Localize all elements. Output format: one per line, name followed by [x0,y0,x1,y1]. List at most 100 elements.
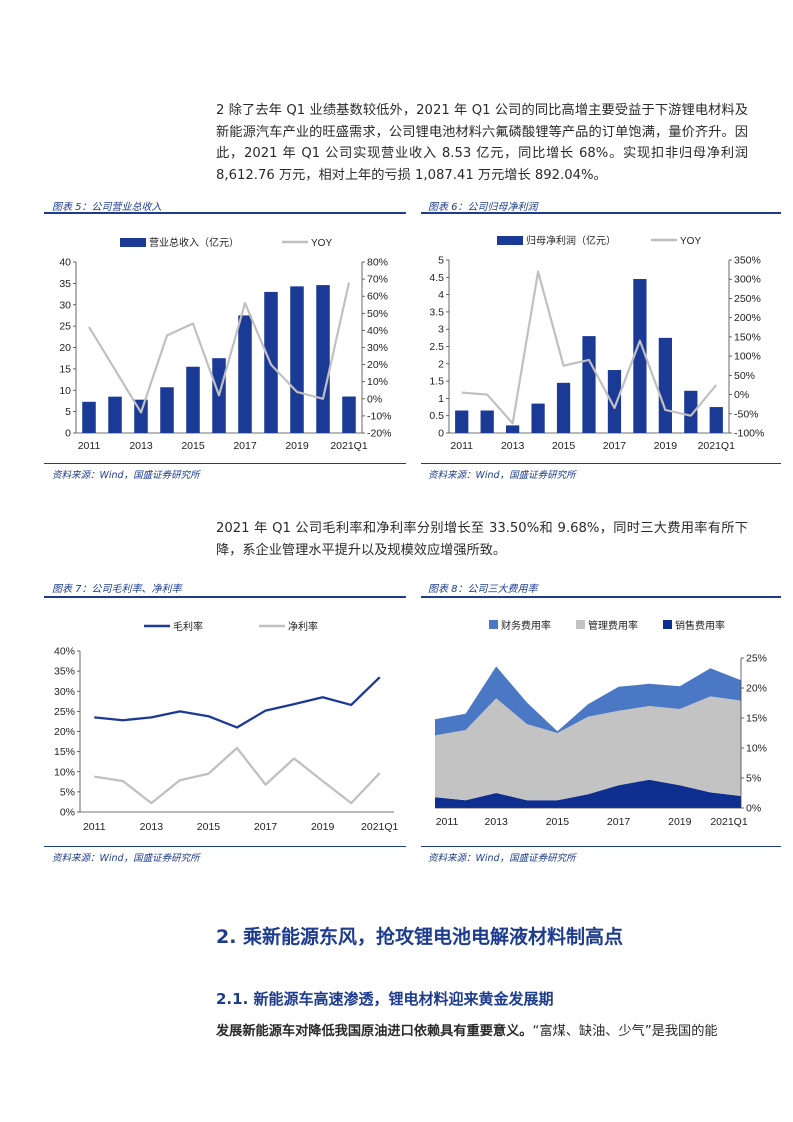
bar [108,396,122,433]
y-tick-label: 0% [60,807,75,819]
y-tick-label: 40 [59,257,71,269]
y2-tick-label: 15% [746,713,767,725]
y-tick-label: 35% [54,666,75,678]
closing-bold-text: 发展新能源车对降低我国原油进口依赖具有重要意义。 [216,1024,533,1039]
bar [455,410,469,433]
margin-chart: 0% 5% 10% 15% 20% 25% 30% 35% 40% 2011 2013 2015 201… [44,606,406,842]
y-tick-label: 4.5 [429,272,444,284]
x-tick-label: 2021Q1 [698,440,736,452]
figure-6-title: 图表 6：公司归母净利润 [428,202,538,213]
x-tick-label: 2011 [78,440,101,452]
x-tick-label: 2017 [607,816,631,828]
expense-ratio-chart: 0% 5% 10% 15% 20% 25% 2011 2013 2015 2017 2019 2021… [421,606,781,842]
y-tick-label: 1 [438,393,444,405]
y-tick-label: 15 [59,363,71,375]
y2-tick-label: 50% [734,370,755,382]
figure-8-title: 图表 8：公司三大费用率 [428,584,538,595]
figure-6-rule [421,212,781,214]
figure-7-source: 资料来源：Wind，国盛证券研究所 [52,853,200,864]
x-tick-label: 2021Q1 [361,821,399,833]
y-tick-label: 20% [54,726,75,738]
y-tick-label: 35 [59,278,71,290]
y2-tick-label: -50% [734,408,759,420]
y-tick-label: 5 [438,255,444,267]
selling-expense-area [435,779,741,808]
y2-tick-label: 20% [367,359,388,371]
bar [531,403,545,433]
figure-5-title: 图表 5：公司营业总收入 [52,202,162,213]
x-tick-label: 2013 [485,816,509,828]
chart-svg: 0% 5% 10% 15% 20% 25% 2011 2013 2015 2017 2019 2021… [435,619,767,828]
x-tick-label: 2019 [668,816,692,828]
bar [480,410,494,433]
legend-swatch [576,620,585,629]
x-tick-label: 2015 [546,816,570,828]
yoy-line [461,270,718,425]
x-tick-label: 2011 [450,440,473,452]
y-tick-label: 15% [54,746,75,758]
finance-expense-area [435,666,741,736]
y-tick-label: 2.5 [429,341,444,353]
y2-tick-label: 0% [367,393,382,405]
x-tick-label: 2015 [552,440,576,452]
legend-label: 毛利率 [173,620,203,633]
figure-6-source: 资料来源：Wind，国盛证券研究所 [428,470,576,481]
y-tick-label: 10 [59,385,71,397]
y-tick-label: 40% [54,646,75,658]
y2-tick-label: 100% [734,351,761,363]
bar [186,366,200,433]
y2-tick-label: 50% [367,308,388,320]
bar [342,396,356,433]
y-tick-label: 5 [65,406,71,418]
x-tick-label: 2019 [311,821,335,833]
bar [607,370,622,433]
bar [290,286,304,433]
y2-tick-label: 80% [367,257,388,269]
y2-tick-label: 150% [734,331,761,343]
y-tick-label: 0 [65,428,71,440]
legend-label: YOY [680,236,701,247]
legend-label: 财务费用率 [501,619,551,632]
yoy-line [88,282,351,414]
bar [684,390,698,433]
y-tick-label: 30% [54,686,75,698]
bar [506,425,520,433]
y2-tick-label: 250% [734,293,761,305]
figure-5-source: 资料来源：Wind，国盛证券研究所 [52,470,200,481]
figure-5-rule [44,212,406,214]
y-tick-label: 1.5 [429,376,444,388]
revenue-chart: 0 5 10 15 20 25 30 35 40 -20% -10% 0% 10% 20% 30% 40% 50… [44,222,406,458]
y2-tick-label: 20% [746,683,767,695]
y2-tick-label: 40% [367,325,388,337]
y2-tick-label: 10% [367,376,388,388]
legend-swatch [663,620,672,629]
legend-label: 净利率 [288,620,318,633]
paragraph-margins: 2021 年 Q1 公司毛利率和净利率分别增长至 33.50%和 9.68%，同… [216,521,748,558]
y2-tick-label: 5% [746,773,761,785]
x-tick-label: 2021Q1 [330,440,368,452]
closing-paragraph: 发展新能源车对降低我国原油进口依赖具有重要意义。“富煤、缺油、少气”是我国的能 [216,1020,756,1039]
legend-label: 归母净利润（亿元） [526,234,616,247]
y-tick-label: 10% [54,766,75,778]
chart-svg: 0 0.5 1 1.5 2 2.5 3 3.5 4 4.5 5 -100% -50% 0% 50% 100% 1… [429,234,764,452]
legend-swatch [497,236,523,245]
figure-7-title: 图表 7：公司毛利率、净利率 [52,584,182,595]
x-tick-label: 2013 [501,440,525,452]
x-tick-label: 2017 [233,440,257,452]
y-tick-label: 0 [438,428,444,440]
legend-label: YOY [311,238,332,249]
bar [709,407,723,433]
y2-tick-label: 350% [734,255,761,267]
y2-tick-label: -20% [367,428,392,440]
chart-svg: 0 5 10 15 20 25 30 35 40 -20% -10% 0% 10% 20% 30% 40% 50… [59,236,392,452]
bar [316,285,330,433]
x-tick-label: 2011 [83,821,106,833]
x-tick-label: 2015 [197,821,221,833]
x-tick-label: 2017 [254,821,278,833]
closing-text: “富煤、缺油、少气”是我国的能 [532,1024,718,1039]
y2-tick-label: 0% [734,389,749,401]
y-tick-label: 0.5 [429,410,444,422]
bar [160,387,174,433]
y2-tick-label: -100% [734,428,764,440]
y2-tick-label: 70% [367,274,388,286]
